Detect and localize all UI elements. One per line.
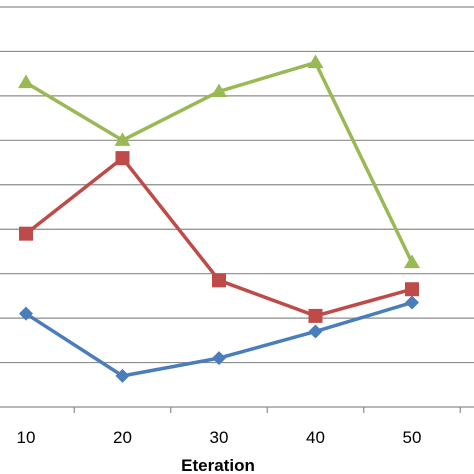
data-point-triangle (211, 83, 227, 98)
gridlines (0, 6, 474, 364)
x-tick-label: 30 (210, 428, 229, 447)
data-point-square (19, 226, 33, 241)
data-point-triangle (404, 254, 420, 269)
data-point-diamond (19, 306, 33, 321)
x-tick-label: 40 (306, 428, 325, 447)
data-point-diamond (115, 368, 130, 383)
series-group (18, 54, 420, 383)
x-axis (0, 406, 474, 413)
x-axis-title: Eteration (181, 456, 255, 474)
data-point-diamond (308, 324, 323, 339)
data-point-triangle (18, 74, 34, 89)
data-point-diamond (405, 295, 419, 310)
series-line-2 (24, 156, 413, 318)
x-tick-label: 10 (17, 428, 36, 447)
data-point-square (405, 282, 419, 297)
x-tick-label: 20 (113, 428, 132, 447)
data-point-triangle (307, 54, 324, 69)
x-tick-label: 50 (403, 428, 422, 447)
data-point-square (308, 308, 323, 323)
data-point-square (115, 151, 130, 166)
data-point-triangle (114, 132, 131, 146)
x-tick-labels: 10 20 30 40 50 (17, 428, 422, 447)
data-point-diamond (212, 351, 226, 366)
data-point-square (212, 273, 226, 288)
